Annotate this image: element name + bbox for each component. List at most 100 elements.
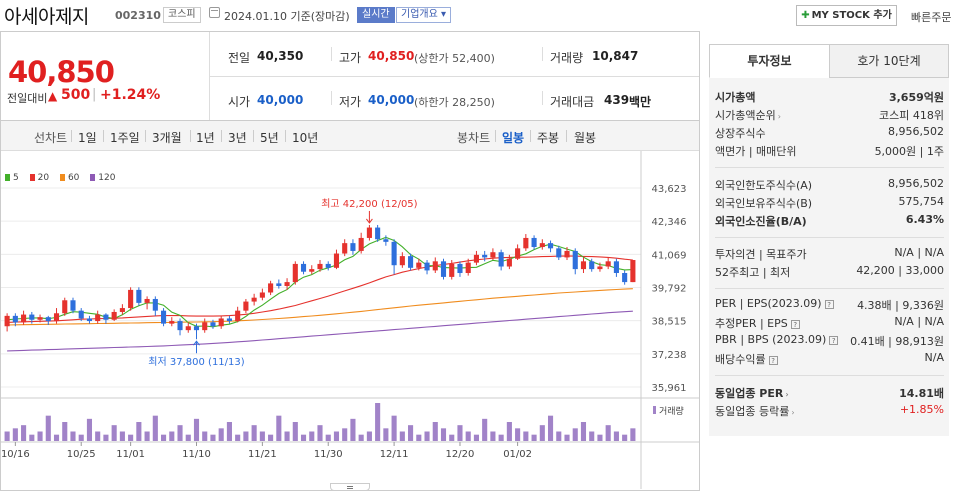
volume-bar — [161, 434, 167, 441]
divider — [715, 167, 944, 168]
row-value: 3,659억원 — [888, 91, 944, 104]
realtime-button[interactable]: 실시간 — [357, 7, 395, 23]
volume-bar — [103, 434, 109, 441]
amount-label: 거래대금 — [550, 95, 595, 109]
divider — [495, 130, 496, 142]
current-price: 40,850 — [8, 55, 115, 89]
period-3y[interactable]: 3년 — [228, 131, 247, 145]
help-icon[interactable]: ? — [768, 356, 778, 365]
candle-body — [399, 256, 405, 266]
legend-ma120: 120 — [90, 173, 115, 183]
help-icon[interactable]: ? — [824, 300, 834, 309]
w52-row: 52주최고 | 최저 42,200 | 33,000 — [715, 264, 944, 282]
candle-body — [193, 326, 200, 331]
divider — [221, 130, 222, 142]
row-label: PBR | BPS (2023.09) — [715, 333, 827, 346]
change-percent: +1.24% — [100, 87, 161, 103]
volume-bar — [218, 428, 224, 441]
volume-bar — [383, 428, 389, 441]
volume-bar — [226, 422, 232, 441]
divider — [71, 130, 72, 142]
candle-body — [416, 262, 422, 268]
candle-body — [391, 241, 397, 266]
row-value: 코스피 418위 — [879, 109, 944, 122]
volume-bar — [144, 431, 150, 441]
volume-bar — [589, 431, 595, 441]
add-mystock-button[interactable]: ✚ MY STOCK 추가 — [796, 5, 897, 26]
candle-body — [210, 322, 216, 327]
est-per-row: 추정PER | EPS? N/A | N/A — [715, 315, 944, 333]
candle-body — [482, 254, 488, 258]
help-icon[interactable]: ? — [829, 336, 839, 345]
period-toolbar: 선차트 1일 1주일 3개월 1년 3년 5년 10년 봉차트 일봉 주봉 월봉 — [1, 121, 699, 151]
chart-collapse-handle[interactable] — [330, 483, 370, 491]
volume-bar — [210, 434, 216, 441]
divider — [253, 130, 254, 142]
y-tick-label: 37,238 — [652, 350, 687, 361]
candle-monthly[interactable]: 월봉 — [574, 131, 597, 145]
volume-bar — [276, 415, 282, 441]
est-per-label-wrap: 추정PER | EPS? — [715, 315, 800, 331]
volume-bar — [169, 431, 175, 441]
row-label: 외국인보유주식수(B) — [715, 197, 813, 210]
candle-body — [465, 262, 471, 274]
candle-body — [325, 263, 331, 268]
candle-body — [284, 282, 290, 286]
divider — [542, 91, 543, 105]
volume-bar — [53, 434, 60, 441]
period-1d[interactable]: 1일 — [78, 131, 97, 145]
period-5y[interactable]: 5년 — [260, 131, 279, 145]
divider — [331, 91, 332, 105]
candle-body — [350, 243, 356, 251]
foreign-hold-row: 외국인보유주식수(B) 575,754 — [715, 195, 944, 213]
company-overview-dropdown[interactable]: 기업개요 ▾ — [396, 7, 452, 23]
period-1y[interactable]: 1년 — [196, 131, 215, 145]
candle-body — [556, 248, 562, 258]
quick-order-link[interactable]: 빠른주문 — [911, 11, 952, 24]
volume-bar — [202, 431, 208, 441]
candle-body — [103, 314, 109, 320]
row-label: PER | EPS(2023.09) — [715, 297, 822, 310]
stock-chart-panel: 선차트 1일 1주일 3개월 1년 3년 5년 10년 봉차트 일봉 주봉 월봉… — [0, 121, 700, 491]
candle-body — [111, 311, 117, 320]
candle-body — [185, 326, 191, 331]
candle-body — [589, 261, 595, 270]
volume-bar — [86, 418, 93, 441]
tab-order-book[interactable]: 호가 10단계 — [829, 44, 949, 78]
candle-body — [70, 300, 76, 311]
candle-body — [144, 298, 150, 303]
help-icon[interactable]: ? — [790, 320, 800, 329]
clock-icon — [209, 7, 220, 18]
tab-investment-info[interactable]: 투자정보 — [709, 44, 830, 78]
candle-daily[interactable]: 일봉 — [502, 131, 525, 145]
open-label: 시가 — [228, 95, 251, 109]
market-cap-row: 시가총액 3,659억원 — [715, 89, 944, 107]
volume-bar — [432, 422, 438, 441]
period-10y[interactable]: 10년 — [292, 131, 319, 145]
volume-bar — [399, 431, 405, 441]
candle-body — [440, 261, 447, 277]
candle-body — [515, 248, 521, 259]
candle-weekly[interactable]: 주봉 — [537, 131, 560, 145]
volume-bar — [95, 431, 101, 441]
volume-bar — [128, 434, 134, 441]
volume-bar — [605, 425, 611, 441]
candle-body — [21, 314, 27, 323]
volume-bar — [482, 418, 488, 441]
candle-body — [605, 261, 611, 267]
divider — [285, 130, 286, 142]
candle-body — [539, 243, 545, 248]
volume-bar — [78, 434, 84, 441]
candle-body — [235, 310, 241, 322]
period-1w[interactable]: 1주일 — [110, 131, 140, 145]
candle-body — [177, 321, 183, 331]
candlestick-chart[interactable]: 43,623 42,346 41,069 39,792 38,515 37,238 35,9… — [1, 151, 699, 489]
ma-legend: 5 20 60 120 — [5, 173, 123, 183]
candle-body — [366, 227, 372, 238]
volume-bar — [300, 434, 307, 441]
candle-body — [580, 261, 587, 270]
volume-bar — [490, 431, 496, 441]
period-3m[interactable]: 3개월 — [152, 131, 182, 145]
volume-bar — [465, 431, 471, 441]
stock-title: 아세아제지 — [4, 6, 89, 28]
